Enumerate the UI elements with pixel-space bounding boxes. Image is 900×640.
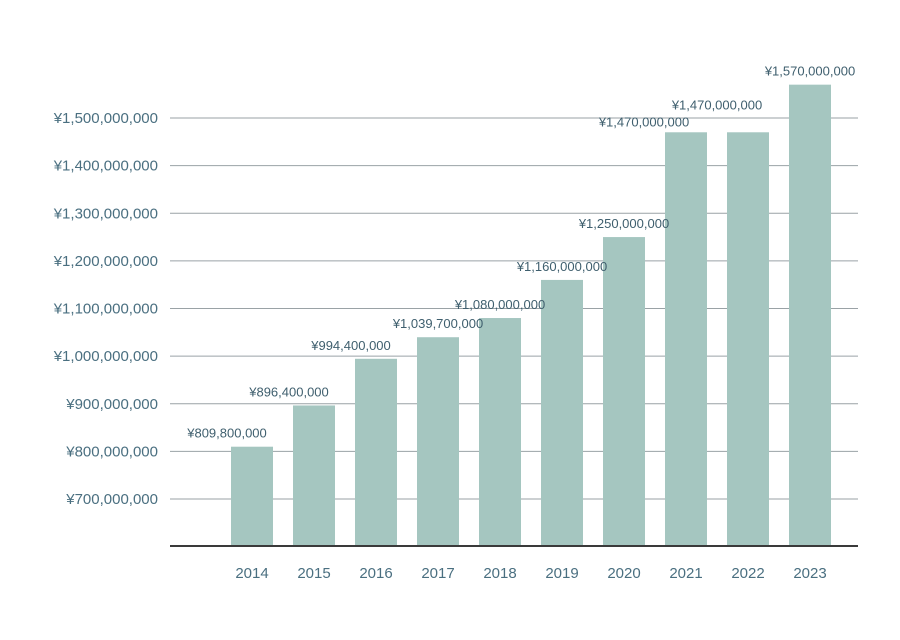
bar-2018 bbox=[479, 318, 521, 546]
x-tick-label: 2020 bbox=[607, 565, 640, 582]
y-tick-label: ¥800,000,000 bbox=[65, 443, 158, 460]
data-label: ¥1,470,000,000 bbox=[671, 97, 762, 112]
data-label: ¥994,400,000 bbox=[310, 338, 391, 353]
bar-2022 bbox=[727, 132, 769, 546]
data-label: ¥1,039,700,000 bbox=[392, 316, 483, 331]
bar-2015 bbox=[293, 405, 335, 546]
y-tick-label: ¥1,300,000,000 bbox=[53, 205, 158, 222]
y-tick-label: ¥1,100,000,000 bbox=[53, 301, 158, 318]
x-tick-label: 2017 bbox=[421, 565, 454, 582]
x-tick-label: 2016 bbox=[359, 565, 392, 582]
y-tick-label: ¥900,000,000 bbox=[65, 396, 158, 413]
y-axis-tick-labels: ¥700,000,000 ¥800,000,000 ¥900,000,000 ¥1,0… bbox=[53, 110, 158, 508]
bar-2017 bbox=[417, 337, 459, 546]
bar-2016 bbox=[355, 358, 397, 546]
bar-2014 bbox=[231, 446, 273, 546]
data-label: ¥1,250,000,000 bbox=[578, 216, 669, 231]
x-axis-tick-labels: 2014 2015 2016 2017 2018 2019 2020 2021 2022 2023 bbox=[235, 565, 826, 582]
data-label: ¥1,080,000,000 bbox=[454, 297, 545, 312]
x-tick-label: 2014 bbox=[235, 565, 268, 582]
x-tick-label: 2019 bbox=[545, 565, 578, 582]
y-tick-label: ¥1,500,000,000 bbox=[53, 110, 158, 127]
x-tick-label: 2015 bbox=[297, 565, 330, 582]
x-tick-label: 2023 bbox=[793, 565, 826, 582]
data-label: ¥1,570,000,000 bbox=[764, 64, 855, 79]
bar-2020 bbox=[603, 237, 645, 546]
bar-2021 bbox=[665, 132, 707, 546]
bars bbox=[231, 84, 831, 546]
x-tick-label: 2018 bbox=[483, 565, 516, 582]
x-tick-label: 2022 bbox=[731, 565, 764, 582]
data-label: ¥1,470,000,000 bbox=[598, 114, 689, 129]
data-label: ¥809,800,000 bbox=[186, 426, 267, 441]
y-tick-label: ¥1,000,000,000 bbox=[53, 348, 158, 365]
x-tick-label: 2021 bbox=[669, 565, 702, 582]
bar-2019 bbox=[541, 279, 583, 546]
bar-2023 bbox=[789, 84, 831, 546]
y-tick-label: ¥1,200,000,000 bbox=[53, 253, 158, 270]
gridlines bbox=[170, 117, 858, 500]
data-label: ¥896,400,000 bbox=[248, 384, 329, 399]
y-tick-label: ¥1,400,000,000 bbox=[53, 158, 158, 175]
data-label: ¥1,160,000,000 bbox=[516, 259, 607, 274]
y-tick-label: ¥700,000,000 bbox=[65, 491, 158, 508]
data-labels: ¥809,800,000¥896,400,000¥994,400,000¥1,0… bbox=[186, 64, 855, 441]
